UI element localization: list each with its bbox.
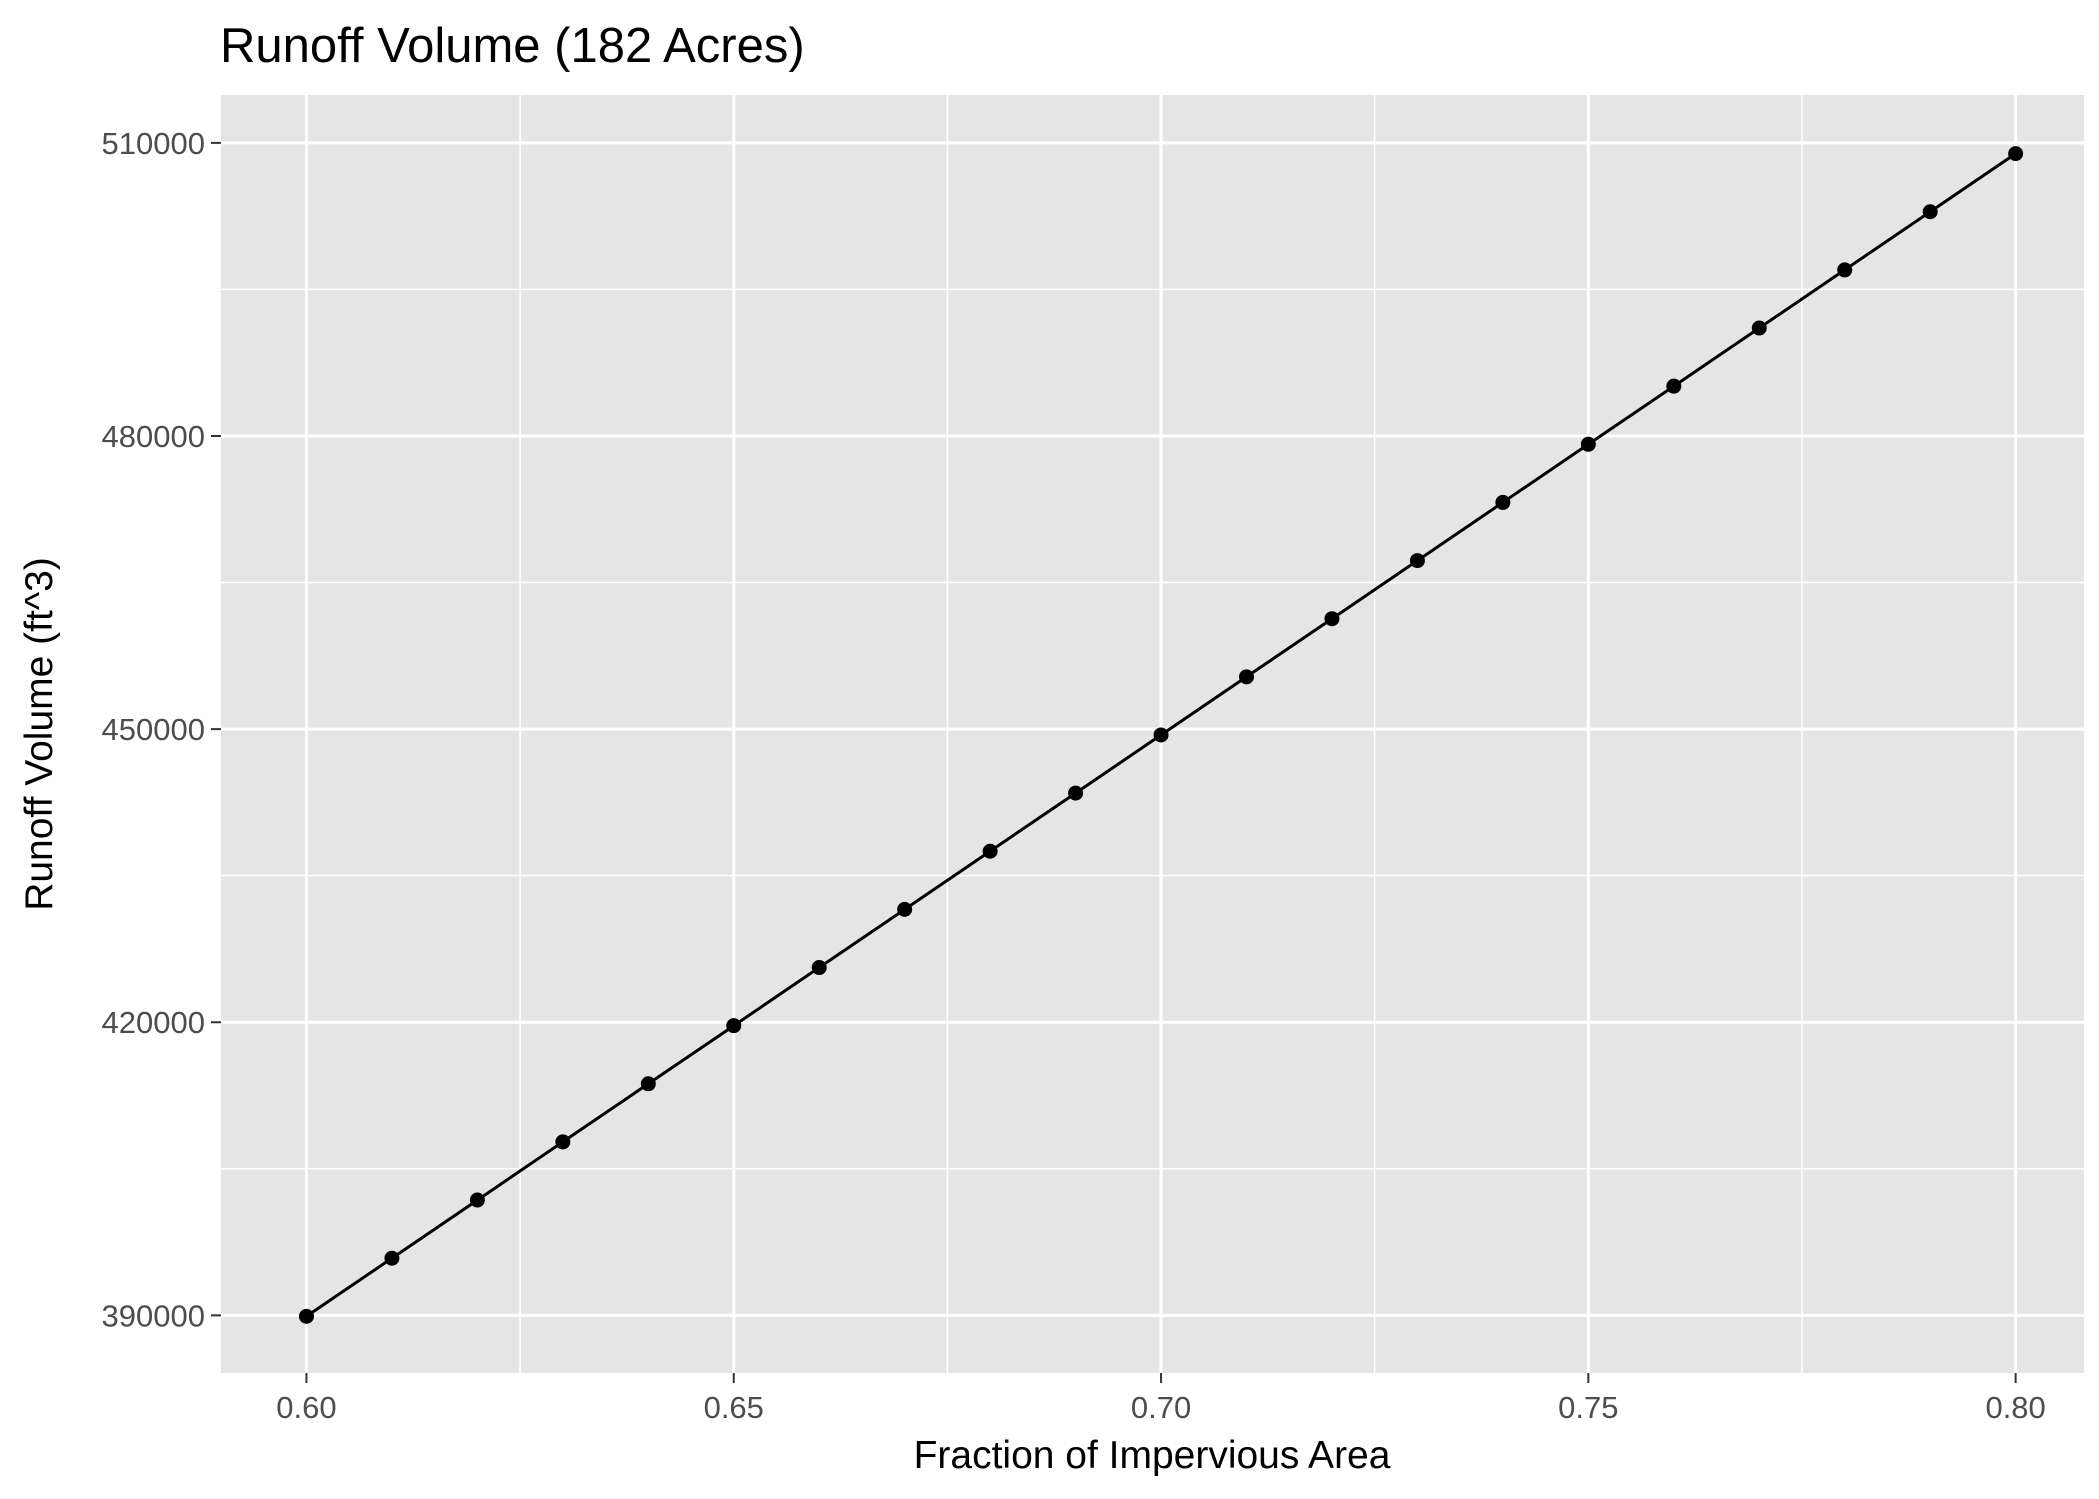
data-point (469, 1192, 485, 1208)
x-tick-label: 0.80 (1985, 1390, 2045, 1425)
x-axis: 0.60 0.65 0.70 0.75 0.80 (276, 1373, 2046, 1425)
data-point (811, 960, 827, 976)
data-point (1324, 611, 1340, 627)
data-point (1239, 669, 1255, 685)
data-point (1922, 204, 1938, 220)
x-tick-label: 0.65 (704, 1390, 764, 1425)
data-point (1580, 436, 1596, 452)
data-point (555, 1134, 571, 1150)
data-point (384, 1250, 400, 1266)
data-point (1153, 727, 1169, 743)
data-point (1751, 320, 1767, 336)
data-series (298, 146, 2024, 1324)
data-point (897, 901, 913, 917)
data-point (640, 1076, 656, 1092)
minor-gridlines (221, 95, 2084, 1373)
y-tick-label: 450000 (102, 712, 205, 747)
data-point (298, 1308, 314, 1324)
major-gridlines (221, 95, 2084, 1373)
data-point (2008, 146, 2024, 162)
plot-panel (221, 95, 2084, 1373)
x-tick-label: 0.70 (1131, 1390, 1191, 1425)
data-point (1409, 553, 1425, 569)
data-point (982, 843, 998, 859)
x-axis-title: Fraction of Impervious Area (914, 1434, 1391, 1477)
x-tick-label: 0.75 (1558, 1390, 1618, 1425)
chart-title: Runoff Volume (182 Acres) (220, 19, 805, 73)
y-tick-label: 420000 (102, 1005, 205, 1040)
data-point (1837, 262, 1853, 278)
data-point (1068, 785, 1084, 801)
y-tick-label: 390000 (102, 1298, 205, 1333)
y-axis-title: Runoff Volume (ft^3) (18, 557, 61, 911)
data-point (726, 1018, 742, 1034)
data-point (1495, 494, 1511, 510)
x-tick-label: 0.60 (276, 1390, 336, 1425)
y-tick-label: 510000 (102, 126, 205, 161)
y-axis: 390000 420000 450000 480000 510000 (102, 126, 221, 1333)
data-point (1666, 378, 1682, 394)
y-tick-label: 480000 (102, 419, 205, 454)
